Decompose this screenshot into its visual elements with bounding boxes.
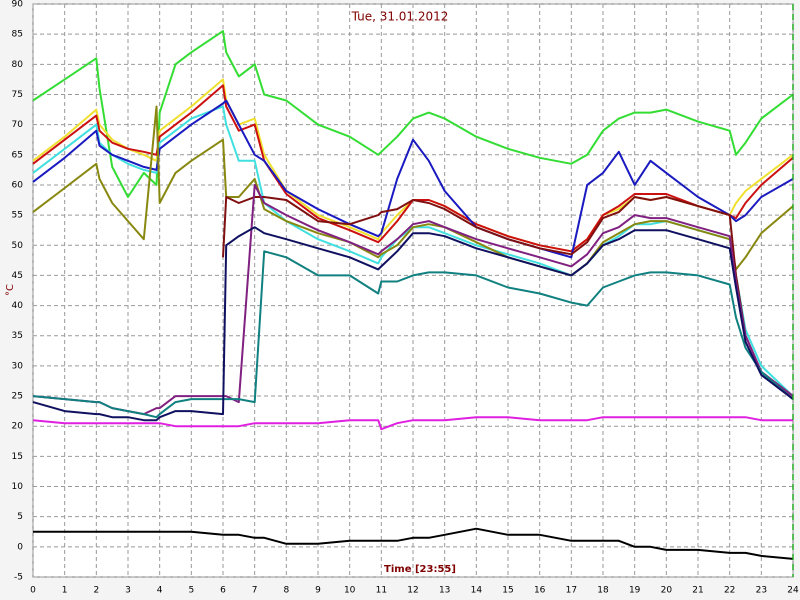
y-tick-label: 0 [17,542,23,552]
series-line [33,527,794,560]
y-tick-label: -5 [14,573,23,583]
series-line [32,416,793,431]
y-tick-label: 25 [12,392,23,402]
x-tick-label: 13 [439,586,450,596]
y-tick-label: 65 [12,150,23,160]
series-line [222,196,794,397]
x-tick-label: 2 [93,586,99,596]
x-tick-label: 19 [629,586,641,596]
y-axis-label: °C [5,284,16,296]
y-tick-label: 90 [12,0,24,10]
x-tick-label: 8 [283,586,289,596]
y-tick-label: 10 [12,482,24,492]
y-tick-label: 45 [12,271,23,281]
series-line [32,183,794,416]
series-line [32,226,794,422]
series-line [32,99,794,259]
lines [32,30,794,560]
x-tick-label: 1 [62,586,68,596]
x-tick-label: 10 [344,586,356,596]
y-tick-label: 50 [12,241,24,251]
x-tick-label: 5 [188,586,194,596]
chart-title: Tue, 31.01.2012 [351,10,449,24]
x-tick-label: 14 [471,586,483,596]
series-line [32,105,794,277]
x-tick-label: 18 [597,586,609,596]
y-tick-label: 5 [17,512,23,522]
x-tick-label: 11 [376,586,387,596]
x-tick-label: 16 [534,586,546,596]
series-line [32,30,794,198]
y-tick-label: 80 [12,60,24,70]
x-tick-label: 21 [692,586,703,596]
x-tick-label: 0 [30,586,36,596]
x-tick-label: 7 [252,586,258,596]
y-tick-label: 70 [12,120,24,130]
x-tick-label: 4 [157,586,163,596]
x-axis-label: Time [23:55] [384,564,456,575]
x-tick-label: 17 [566,586,577,596]
series-line [32,250,794,419]
y-tick-label: 60 [12,180,24,190]
grid [32,3,794,578]
y-tick-label: 85 [12,30,23,40]
x-tick-label: 9 [315,586,321,596]
y-tick-label: 75 [12,90,23,100]
y-tick-label: 55 [12,211,23,221]
x-tick-label: 15 [502,586,513,596]
x-tick-label: 20 [661,586,673,596]
y-tick-label: 30 [12,361,24,371]
series-line [32,105,794,397]
x-tick-label: 6 [220,586,226,596]
x-tick-label: 12 [407,586,418,596]
x-tick-label: 23 [756,586,767,596]
x-tick-label: 3 [125,586,131,596]
x-tick-label: 22 [724,586,735,596]
x-tick-label: 24 [787,586,799,596]
y-tick-label: 35 [12,331,23,341]
y-tick-label: 20 [12,422,24,432]
y-tick-label: 15 [12,452,23,462]
y-tick-label: 40 [12,301,24,311]
